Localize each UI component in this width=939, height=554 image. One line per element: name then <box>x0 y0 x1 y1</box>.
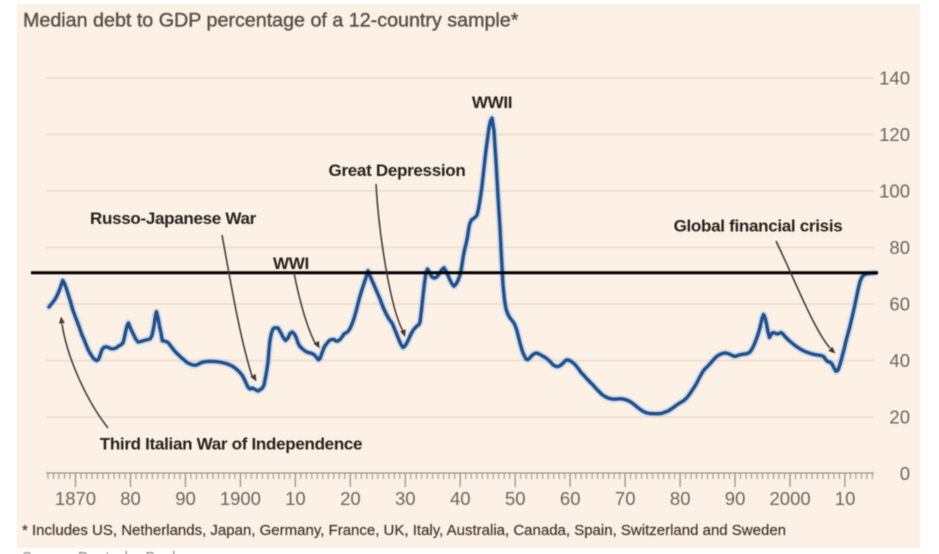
svg-text:70: 70 <box>615 488 636 509</box>
svg-text:10: 10 <box>285 488 306 509</box>
svg-text:80: 80 <box>120 488 141 509</box>
svg-text:WWI: WWI <box>273 254 309 273</box>
svg-text:10: 10 <box>835 488 856 509</box>
svg-text:0: 0 <box>900 463 910 484</box>
svg-text:Source: Deutsche Bank: Source: Deutsche Bank <box>22 549 180 554</box>
svg-text:1900: 1900 <box>220 488 261 509</box>
svg-text:1870: 1870 <box>55 488 96 509</box>
svg-text:100: 100 <box>879 181 910 202</box>
svg-text:30: 30 <box>395 488 416 509</box>
svg-text:60: 60 <box>889 294 910 315</box>
svg-text:90: 90 <box>175 488 196 509</box>
svg-text:2000: 2000 <box>770 488 811 509</box>
svg-text:WWII: WWII <box>472 93 512 112</box>
svg-text:140: 140 <box>879 68 910 89</box>
svg-text:40: 40 <box>889 350 910 371</box>
svg-text:Median debt to GDP percentage: Median debt to GDP percentage of a 12-co… <box>23 10 519 32</box>
svg-text:60: 60 <box>560 488 581 509</box>
svg-text:20: 20 <box>889 407 910 428</box>
svg-text:80: 80 <box>889 237 910 258</box>
svg-text:90: 90 <box>725 488 746 509</box>
svg-text:Great Depression: Great Depression <box>329 161 466 180</box>
svg-text:Global financial crisis: Global financial crisis <box>674 217 843 236</box>
svg-text:Third Italian War of Independe: Third Italian War of Independence <box>100 435 362 454</box>
svg-text:* Includes US, Netherlands, Ja: * Includes US, Netherlands, Japan, Germa… <box>22 522 786 539</box>
svg-text:40: 40 <box>450 488 471 509</box>
svg-text:Russo-Japanese War: Russo-Japanese War <box>90 209 257 228</box>
svg-text:20: 20 <box>340 488 361 509</box>
svg-text:80: 80 <box>670 488 691 509</box>
svg-text:50: 50 <box>505 488 526 509</box>
svg-text:120: 120 <box>879 124 910 145</box>
